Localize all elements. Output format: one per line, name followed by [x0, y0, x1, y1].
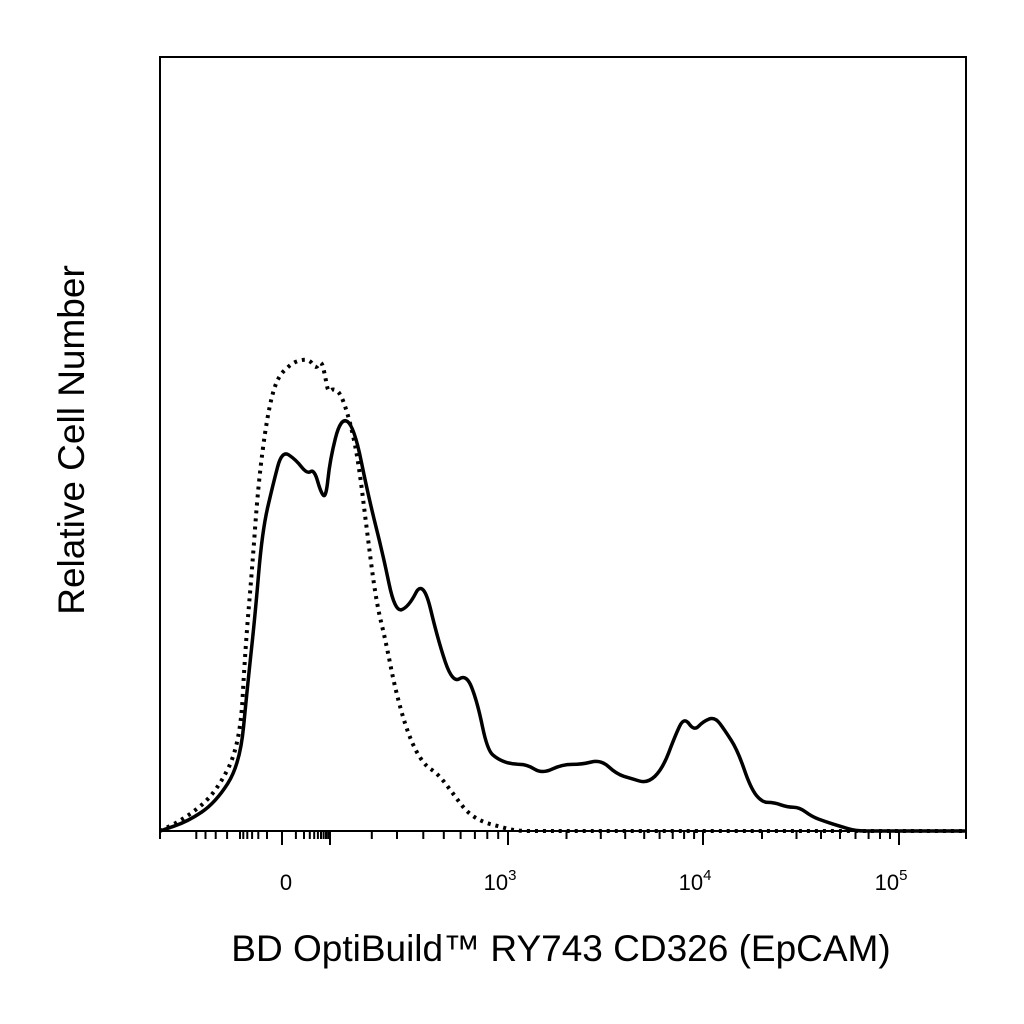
series-layer — [159, 357, 966, 834]
x-tick-label: 103 — [484, 867, 517, 895]
x-tick-label: 104 — [679, 867, 712, 895]
series-line-solid — [159, 419, 966, 833]
x-axis-title: BD OptiBuild™ RY743 CD326 (EpCAM) — [231, 928, 890, 969]
series-line-dotted — [159, 357, 966, 834]
plot-frame — [159, 56, 967, 832]
x-axis-tick-labels: 0 103 104 105 — [280, 867, 908, 895]
x-axis-ticks — [159, 831, 967, 845]
y-axis-title: Relative Cell Number — [51, 265, 92, 615]
x-tick-label: 105 — [875, 867, 908, 895]
x-tick-label: 0 — [280, 870, 292, 895]
